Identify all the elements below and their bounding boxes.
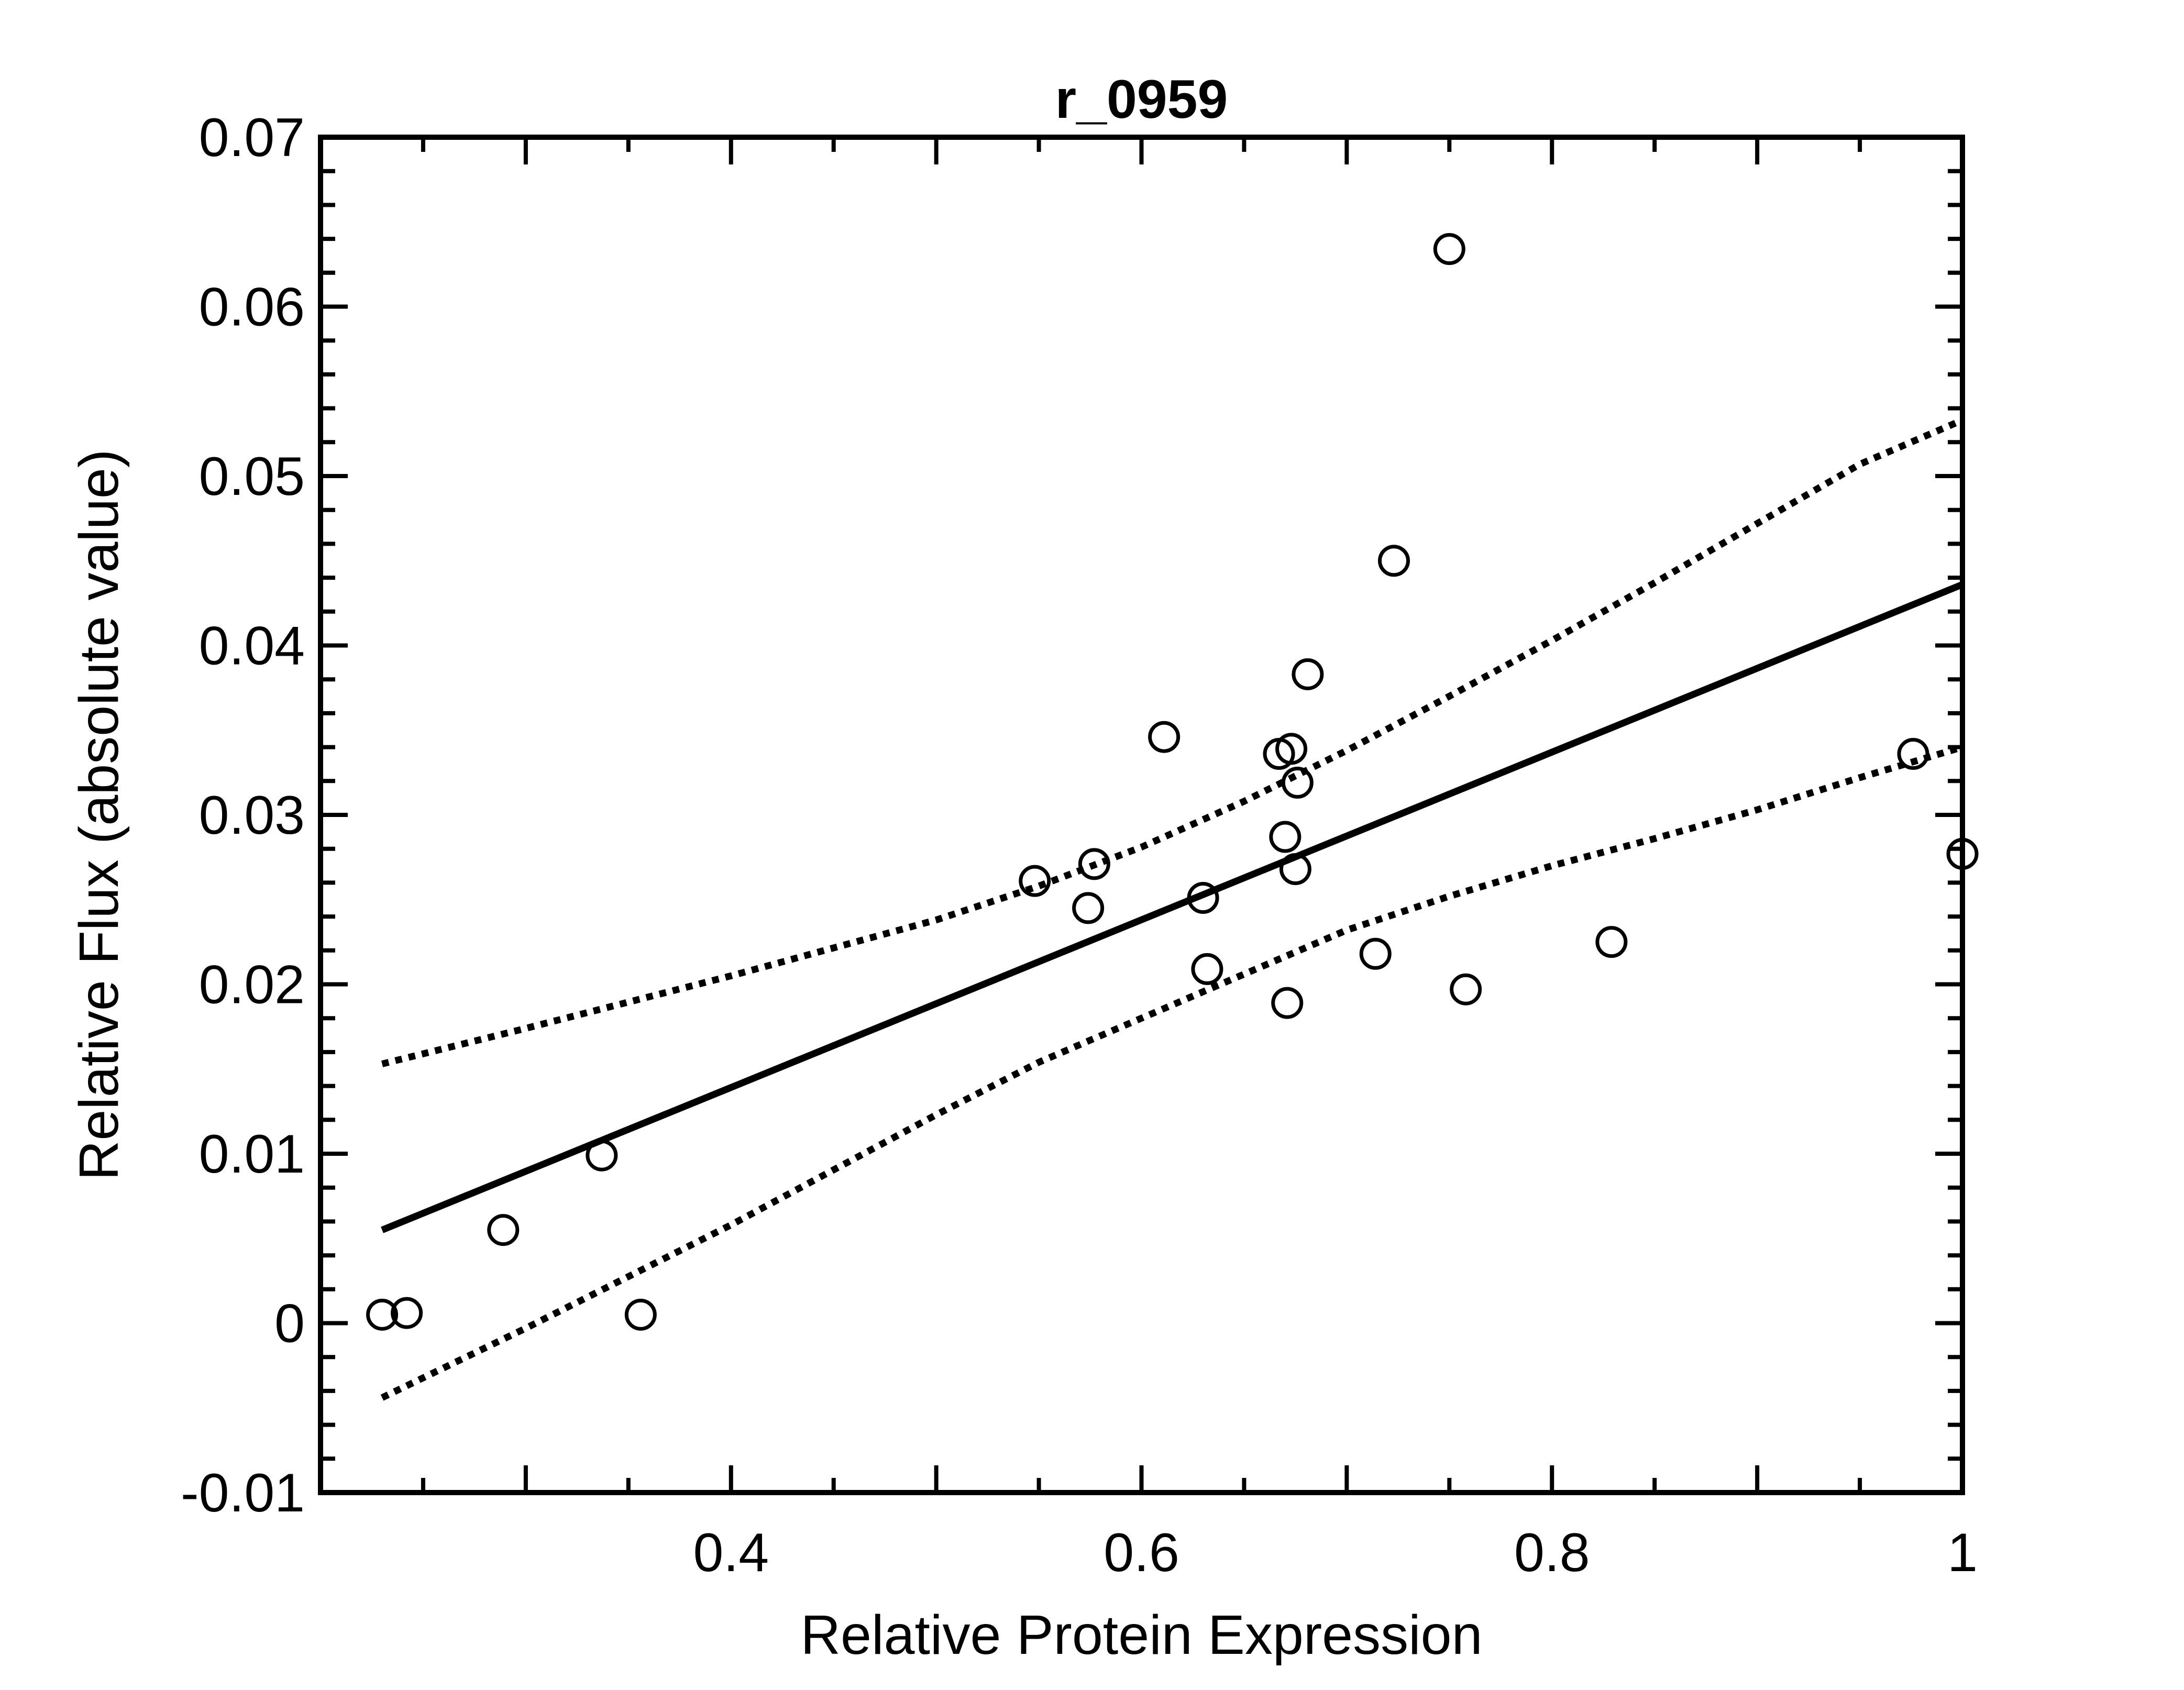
data-point [1072,892,1105,924]
y-tick-label: -0.01 [181,1463,305,1523]
y-tick-label: 0.03 [199,785,305,846]
y-axis-label: Relative Flux (absolute value) [68,449,130,1180]
y-tick-label: 0.07 [199,107,305,168]
data-point [1078,848,1110,880]
data-point [1359,937,1392,970]
data-point [586,1139,618,1172]
data-point [1433,233,1465,266]
data-point [1019,865,1051,897]
data-point [1271,987,1304,1019]
y-tick-label: 0.05 [199,446,305,507]
data-point [1897,738,1929,770]
data-point [1275,733,1308,765]
data-point [1187,882,1219,914]
data-point [1595,926,1628,958]
y-tick-label: 0.04 [199,616,305,677]
data-point [366,1298,399,1331]
data-point [1292,658,1324,690]
y-tick-label: 0.01 [199,1124,305,1185]
x-tick-label: 0.4 [693,1522,769,1583]
regression-line [381,581,1964,1233]
data-points [366,233,1979,1331]
x-tick-label: 1 [1947,1522,1978,1583]
confidence-lower-line [380,744,1964,1401]
x-axis-label: Relative Protein Expression [800,1604,1482,1666]
x-tick-label: 0.8 [1514,1522,1590,1583]
tick-labels: -0.01 0 0.01 0.02 0.03 0.04 0.05 0.06 0.07 0.4 0.6… [181,107,1978,1583]
data-point [391,1297,423,1329]
plot-frame [318,135,1965,1495]
confidence-upper-line [381,417,1964,1067]
chart-title: r_0959 [1055,69,1228,130]
data-point [624,1298,657,1331]
y-tick-label: 0.02 [199,955,305,1015]
y-tick-label: 0.06 [199,277,305,338]
y-tick-label: 0 [274,1294,305,1354]
fit-lines [380,417,1964,1401]
data-point [1269,821,1301,853]
data-point [1279,853,1311,886]
data-point [1281,767,1314,799]
data-point [1148,721,1181,753]
x-tick-label: 0.6 [1104,1522,1179,1583]
data-point [487,1214,520,1246]
data-point [1191,953,1223,985]
data-point [1450,973,1482,1006]
data-point [1378,545,1410,577]
